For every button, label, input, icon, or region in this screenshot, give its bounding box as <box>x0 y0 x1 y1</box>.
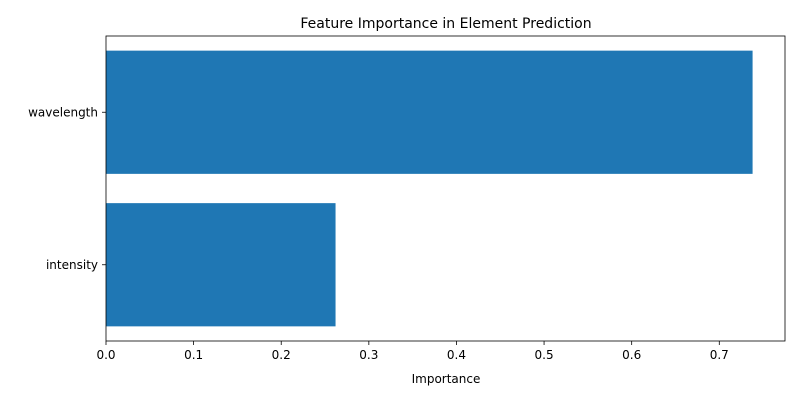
x-ticks-group: 0.0 0.1 0.2 0.3 0.4 0.5 0.6 0.7 <box>96 341 729 362</box>
x-tick-label: 0.1 <box>184 348 203 362</box>
x-tick-label: 0.4 <box>447 348 466 362</box>
x-tick-label: 0.3 <box>359 348 378 362</box>
y-tick-label-wavelength: wavelength <box>28 105 98 119</box>
x-tick-label: 0.7 <box>710 348 729 362</box>
bar-intensity <box>106 203 336 327</box>
x-tick-label: 0.0 <box>96 348 115 362</box>
bars-group <box>106 50 753 327</box>
y-ticks-group: wavelength intensity <box>28 105 106 272</box>
x-tick-label: 0.5 <box>535 348 554 362</box>
chart-title: Feature Importance in Element Prediction <box>300 16 591 32</box>
x-axis-title: Importance <box>412 372 481 386</box>
x-tick-label: 0.6 <box>622 348 641 362</box>
plot-frame <box>105 35 786 342</box>
bar-wavelength <box>106 50 753 174</box>
y-tick-label-intensity: intensity <box>46 258 98 272</box>
x-tick-label: 0.2 <box>272 348 291 362</box>
